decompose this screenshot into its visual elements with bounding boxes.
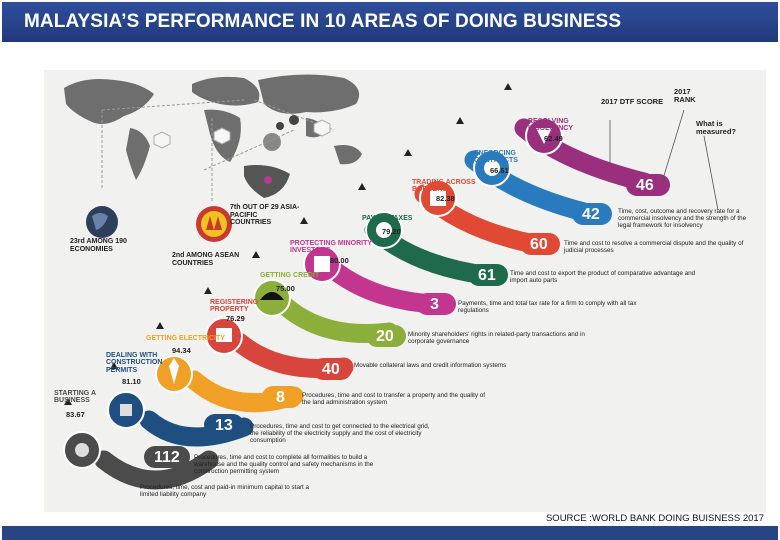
score-construction-permits: 81.10 <box>122 377 141 386</box>
desc-getting-electricity: Procedures, time and cost to get connect… <box>250 423 430 445</box>
rank-starting-business: 112 <box>154 449 180 466</box>
rank-paying-taxes: 61 <box>478 267 496 284</box>
what-is-measured-header: What is measured? <box>696 119 737 136</box>
area-label-protecting-investors: PROTECTING MINORITY INVESTORS <box>290 240 372 255</box>
world-map <box>64 74 362 180</box>
area-label-registering-property: REGISTERING PROPERTY <box>210 299 259 314</box>
rank-enforcing-contracts: 42 <box>582 206 600 223</box>
icon-circles <box>63 117 563 469</box>
rank-getting-electricity: 8 <box>276 389 285 406</box>
rank-resolving-insolvency: 46 <box>636 177 654 194</box>
area-label-paying-taxes: PAYING TAXES <box>362 215 413 222</box>
area-label-getting-electricity: GETTING ELECTRICITY <box>146 335 225 342</box>
desc-paying-taxes: Payments, time and total tax rate for a … <box>458 300 637 315</box>
score-resolving-insolvency: 62.49 <box>544 134 563 143</box>
infographic-graphics <box>63 74 719 490</box>
rank-registering-property: 40 <box>322 361 340 378</box>
desc-getting-credit: Movable collateral laws and credit infor… <box>354 362 507 369</box>
rank-header: 2017 RANK <box>674 87 696 104</box>
rank-construction-permits: 13 <box>215 417 233 434</box>
asean-logo-icon <box>196 206 232 242</box>
icon-glyphs <box>75 128 552 457</box>
asia-pacific-rank-note: 7th OUT OF 29 ASIA-PACIFIC COUNTRIES <box>230 204 300 227</box>
rank-trading-borders: 60 <box>530 236 548 253</box>
score-getting-credit: 75.00 <box>276 284 295 293</box>
asean-rank-note: 2nd AMONG ASEAN COUNTRIES <box>172 252 240 267</box>
desc-protecting-investors: Minority shareholders' rights in related… <box>408 331 585 346</box>
score-getting-electricity: 94.34 <box>172 346 191 355</box>
source-caption: SOURCE :WORLD BANK DOING BUISNESS 2017 <box>545 513 764 524</box>
score-protecting-investors: 80.00 <box>330 256 349 265</box>
hexagon-markers <box>153 119 331 149</box>
header-leaders <box>609 109 719 211</box>
area-label-starting-business: STARTING A BUSINESS <box>54 390 96 405</box>
area-label-trading-borders: TRADING ACROSS BORDERS <box>412 179 476 194</box>
score-registering-property: 76.29 <box>226 314 245 323</box>
desc-resolving-insolvency: Time, cost, outcome and recovery rate fo… <box>618 208 747 230</box>
area-label-enforcing-contracts: ENFORCING CONTRACTS <box>474 150 518 165</box>
rank-protecting-investors: 3 <box>430 296 439 313</box>
dtf-score-header: 2017 DTF SCORE <box>601 97 664 106</box>
slide-title: MALAYSIA’S PERFORMANCE IN 10 AREAS OF DO… <box>2 2 778 42</box>
world-rank-note: 23rd AMONG 190 ECONOMIES <box>70 238 127 253</box>
desc-enforcing-contracts: Time and cost to resolve a commercial di… <box>564 240 744 255</box>
area-label-getting-credit: GETTING CREDIT <box>260 272 320 279</box>
desc-registering-property: Procedures, time and cost to transfer a … <box>302 392 486 407</box>
score-enforcing-contracts: 66.61 <box>490 166 509 175</box>
malaysia-region-map <box>244 165 290 198</box>
score-paying-taxes: 79.20 <box>382 227 401 236</box>
rank-pills <box>144 174 670 468</box>
score-trading-borders: 82.38 <box>436 194 455 203</box>
desc-trading-borders: Time and cost to export the product of c… <box>510 270 696 285</box>
desc-construction-permits: Procedures, time and cost to complete al… <box>194 454 374 476</box>
rank-getting-credit: 20 <box>376 328 394 345</box>
area-label-resolving-insolvency: RESOLVING INSOLVENCY <box>528 118 573 133</box>
globe-icon <box>86 206 118 238</box>
area-label-construction-permits: DEALING WITH CONSTRUCTION PERMITS <box>106 352 163 374</box>
score-starting-business: 83.67 <box>66 410 85 419</box>
footer-bar <box>2 526 778 540</box>
score-triangles <box>64 83 512 405</box>
infographic-photo: 2017 DTF SCORE 2017 RANK What is measure… <box>44 70 766 512</box>
desc-starting-business: Procedures, time, cost and paid-in minim… <box>140 484 310 499</box>
